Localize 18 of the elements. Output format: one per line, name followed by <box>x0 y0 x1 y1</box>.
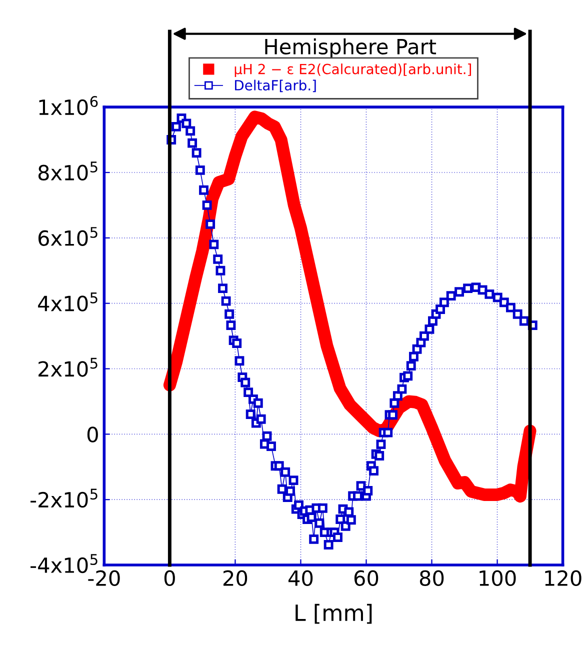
x-tick-label: 40 <box>288 570 313 586</box>
legend-label: DeltaF[arb.] <box>235 80 316 92</box>
y-tick-label: 8x10$^{5}$ <box>38 162 98 181</box>
x-tick-label: 20 <box>223 570 248 586</box>
x-tick-label: 0 <box>164 570 175 586</box>
y-tick-label: 6x10$^{5}$ <box>38 227 98 246</box>
x-tick-label: 80 <box>420 570 444 586</box>
x-axis-title: L [mm] <box>296 604 372 624</box>
legend-label: μH 2 − ε E2(Calcurated)[arb.unit.] <box>234 64 471 77</box>
y-tick-label: -2x10$^{5}$ <box>30 488 98 508</box>
y-tick-label: 2x10$^{5}$ <box>38 358 98 377</box>
x-tick-label: 100 <box>480 570 516 586</box>
y-tick-label: 0 <box>87 426 98 442</box>
x-tick-label: 60 <box>354 570 378 586</box>
y-tick-label: 1x10$^{6}$ <box>39 96 98 116</box>
y-tick-label: 4x10$^{5}$ <box>38 292 98 312</box>
text: Hemisphere Part <box>265 38 436 59</box>
x-tick-label: 120 <box>545 570 582 586</box>
